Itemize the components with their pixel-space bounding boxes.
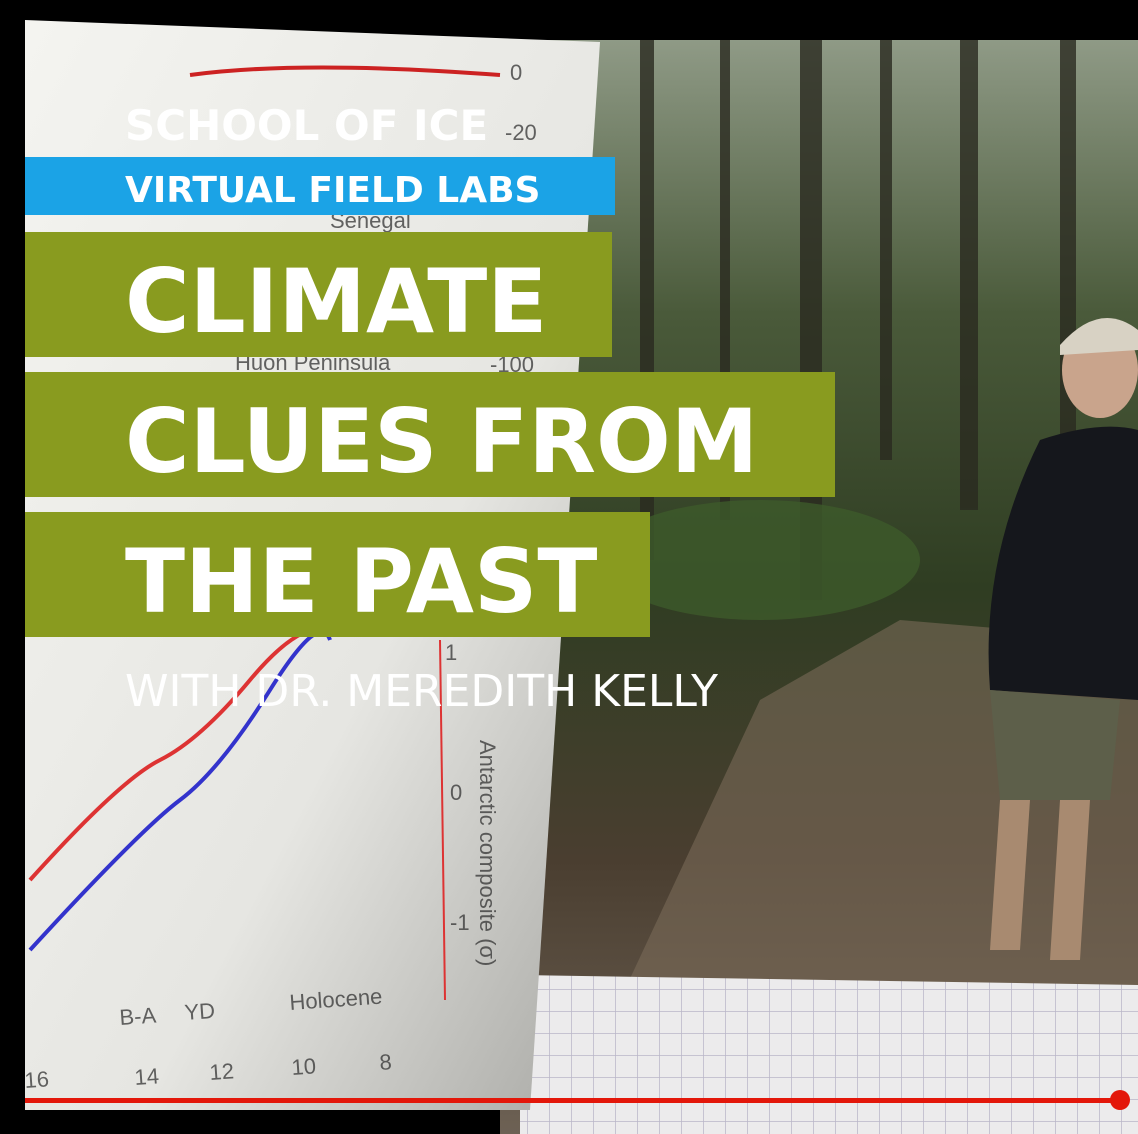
figure-label: -20	[505, 120, 537, 145]
tree-trunks	[640, 40, 1076, 600]
title-line: CLUES FROM	[125, 390, 758, 493]
byline: WITH DR. MEREDITH KELLY	[125, 666, 718, 717]
figure-label: 12	[209, 1058, 235, 1085]
hiker	[988, 318, 1138, 960]
figure-label: -1	[450, 910, 470, 935]
figure-label: 0	[450, 780, 462, 805]
figure-curves	[28, 65, 501, 1001]
figure-label: 8	[379, 1049, 393, 1075]
title-line: CLIMATE	[125, 250, 547, 353]
figure-label: 14	[134, 1063, 160, 1090]
figure-label: 1	[445, 640, 457, 665]
ferns	[600, 500, 920, 620]
progress-handle[interactable]	[1110, 1090, 1130, 1110]
title-band	[25, 512, 650, 637]
figure-label: YD	[184, 998, 216, 1025]
title-band	[25, 372, 835, 497]
figure-label: 0	[510, 60, 522, 85]
figure-label: Antarctic composite (σ)	[475, 740, 500, 966]
title-band	[25, 232, 612, 357]
series-name: SCHOOL OF ICE	[125, 101, 488, 150]
series-tag: VIRTUAL FIELD LABS	[125, 170, 540, 211]
figure-label: 10	[291, 1053, 317, 1080]
title-line: THE PAST	[125, 530, 597, 633]
figure-label: B-A	[119, 1002, 158, 1030]
series-tag-band	[25, 157, 615, 215]
progress-bar[interactable]	[25, 1098, 1120, 1103]
figure-label: 16	[24, 1066, 50, 1093]
graph-paper	[520, 975, 1138, 1134]
